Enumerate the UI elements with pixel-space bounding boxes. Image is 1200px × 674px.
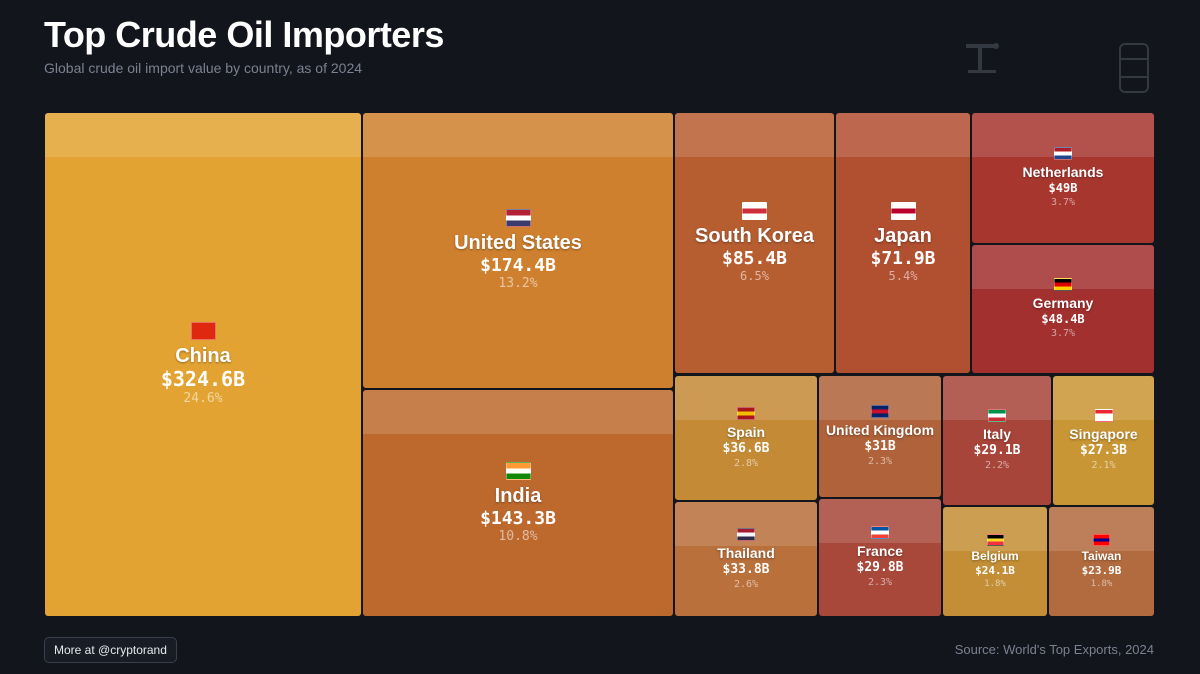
import-share: 3.7%: [1050, 197, 1076, 208]
flag-icon: [1094, 409, 1113, 422]
tile-germany: Germany $48.4B 3.7%: [972, 245, 1154, 373]
flag-icon: [737, 406, 755, 420]
import-value: $143.3B: [480, 507, 556, 529]
import-share: 5.4%: [888, 269, 918, 283]
flag-icon: [190, 322, 216, 340]
import-share: 2.3%: [867, 456, 893, 467]
country-name: France: [857, 543, 903, 559]
import-value: $33.8B: [722, 561, 770, 577]
flag-icon: [505, 461, 531, 480]
tile-netherlands: Netherlands $49B 3.7%: [972, 113, 1154, 243]
import-value: $36.6B: [722, 440, 770, 456]
flag-icon: [1093, 533, 1110, 546]
tile-italy: Italy $29.1B 2.2%: [943, 376, 1051, 505]
flag-icon: [986, 533, 1004, 546]
import-share: 2.2%: [984, 460, 1010, 471]
flag-icon: [742, 202, 767, 220]
country-name: South Korea: [695, 225, 814, 247]
import-share: 1.8%: [1090, 578, 1113, 589]
import-share: 13.2%: [498, 276, 538, 291]
import-share: 2.6%: [733, 578, 759, 590]
import-value: $48.4B: [1041, 312, 1085, 326]
country-name: Spain: [726, 423, 766, 440]
import-share: 3.7%: [1050, 328, 1076, 339]
country-name: India: [494, 484, 542, 507]
tile-belgium: Belgium $24.1B 1.8%: [943, 507, 1047, 616]
import-value: $71.9B: [870, 248, 936, 269]
import-value: $49B: [1048, 181, 1078, 195]
oil-barrel-icon: [1119, 43, 1149, 93]
flag-icon: [505, 209, 531, 227]
import-value: $174.4B: [480, 255, 556, 276]
tile-south-korea: South Korea $85.4B 6.5%: [675, 113, 834, 373]
tile-united-states: United States $174.4B 13.2%: [363, 113, 673, 388]
flag-icon: [871, 526, 889, 539]
country-name: United Kingdom: [825, 422, 935, 438]
country-name: Germany: [1032, 295, 1094, 311]
tile-japan: Japan $71.9B 5.4%: [836, 113, 970, 373]
tile-singapore: Singapore $27.3B 2.1%: [1053, 376, 1154, 505]
flag-icon: [737, 527, 755, 541]
flag-icon: [871, 405, 889, 418]
source-note: Source: World's Top Exports, 2024: [954, 642, 1154, 657]
country-name: Japan: [874, 225, 932, 247]
country-name: United States: [454, 232, 582, 254]
tile-united-kingdom: United Kingdom $31B 2.3%: [819, 376, 941, 497]
import-share: 24.6%: [183, 391, 223, 406]
country-name: Italy: [982, 426, 1011, 442]
import-value: $324.6B: [160, 367, 246, 391]
import-value: $29.1B: [973, 443, 1021, 458]
more-at-button[interactable]: More at @cryptorand: [44, 637, 177, 663]
tile-taiwan: Taiwan $23.9B 1.8%: [1049, 507, 1154, 616]
oil-derrick-icon: [966, 43, 999, 73]
import-value: $29.8B: [856, 560, 904, 575]
page-subtitle: Global crude oil import value by country…: [44, 60, 363, 76]
tile-thailand: Thailand $33.8B 2.6%: [675, 502, 817, 616]
tile-spain: Spain $36.6B 2.8%: [675, 376, 817, 500]
import-share: 10.8%: [498, 528, 538, 544]
import-share: 6.5%: [740, 269, 769, 283]
import-share: 2.3%: [867, 577, 893, 588]
page-title: Top Crude Oil Importers: [44, 14, 444, 55]
country-name: Thailand: [717, 544, 775, 561]
import-value: $24.1B: [975, 563, 1015, 577]
import-share: 2.8%: [733, 457, 759, 469]
import-value: $31B: [864, 439, 896, 454]
import-value: $23.9B: [1081, 563, 1122, 577]
country-name: Singapore: [1069, 426, 1138, 442]
country-name: Taiwan: [1081, 548, 1122, 563]
country-name: Belgium: [971, 548, 1019, 563]
flag-icon: [988, 409, 1006, 422]
tile-india: India $143.3B 10.8%: [363, 390, 673, 616]
import-value: $27.3B: [1080, 443, 1127, 458]
flag-icon: [1054, 278, 1072, 291]
country-name: China: [175, 345, 231, 367]
tile-france: France $29.8B 2.3%: [819, 499, 941, 616]
import-share: 1.8%: [984, 578, 1006, 589]
country-name: Netherlands: [1022, 164, 1104, 180]
flag-icon: [890, 202, 916, 220]
import-share: 2.1%: [1091, 460, 1116, 471]
tile-china: China $324.6B 24.6%: [45, 113, 361, 616]
flag-icon: [1054, 147, 1072, 160]
import-value: $85.4B: [721, 248, 788, 269]
